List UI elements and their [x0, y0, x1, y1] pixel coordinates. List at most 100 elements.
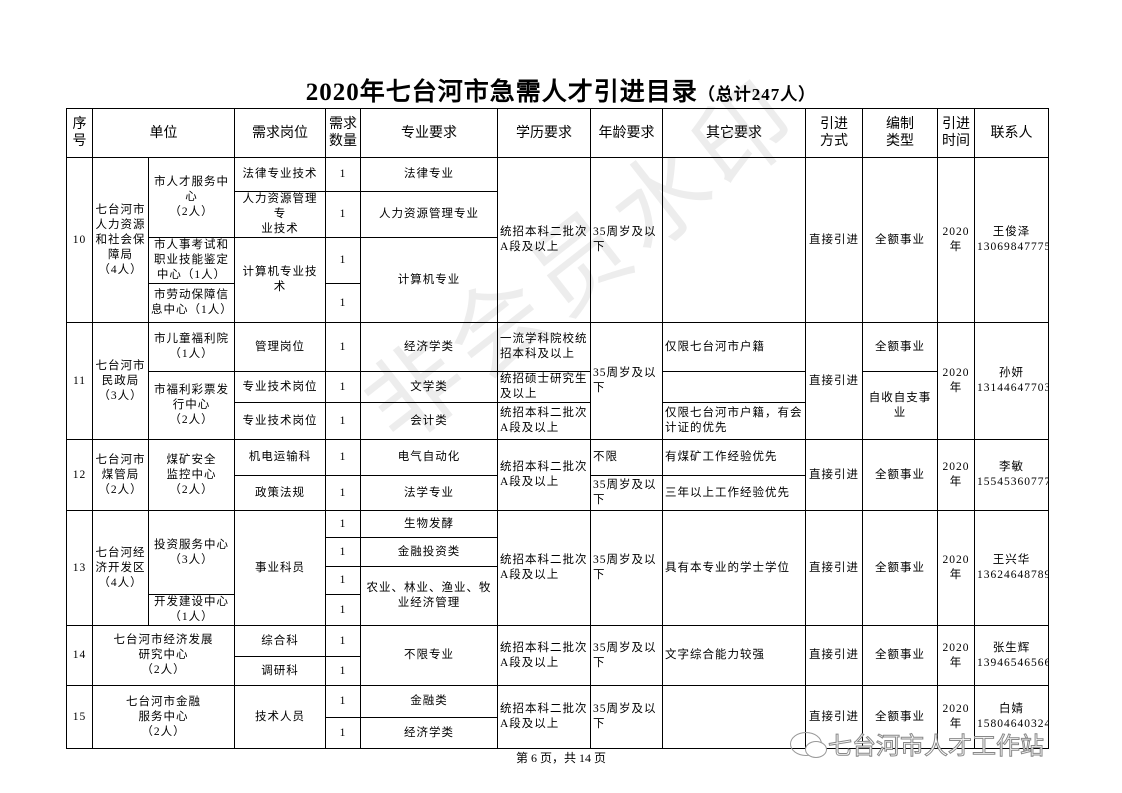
post: 政策法规: [234, 475, 326, 511]
talent-table: 序 号 单位 需求岗位 需求 数量 专业要求 学历要求 年龄要求 其它要求 引进…: [66, 108, 1049, 749]
header-cell: 编制 类型: [862, 108, 938, 158]
education: 统招本科二批次 A段及以上: [497, 625, 591, 686]
table-row: 1 农业、林业、渔业、牧 业经济管理: [67, 566, 1049, 626]
sub-unit: 开发建设中心 （1人）: [148, 594, 235, 626]
header-cell: 专业要求: [360, 108, 498, 158]
method: 直接引进: [805, 625, 863, 686]
age: 35周岁及以 下: [590, 510, 663, 626]
contact: 王兴华 13624648789: [974, 510, 1049, 626]
brand-text: 七台河市人才工作站: [828, 732, 1045, 761]
major: 经济学类: [360, 717, 498, 749]
contact: 李敏 15545360777: [974, 439, 1049, 511]
header-cell: 单位: [92, 108, 235, 158]
other: 有煤矿工作经验优先: [662, 439, 806, 476]
age: 不限: [590, 439, 663, 476]
quantity: 1: [325, 322, 361, 372]
table-row: 专业技术岗位 1 会计类 统招本科二批次 A段及以上 仅限七台河市户籍，有会 计…: [67, 402, 1049, 440]
education: 统招本科二批次 A段及以上: [497, 439, 591, 511]
row-number: 11: [66, 322, 93, 440]
post: 专业技术岗位: [234, 402, 326, 440]
quantity: 1: [325, 439, 361, 476]
major: 经济学类: [360, 322, 498, 372]
sub-unit: 市人事考试和 职业技能鉴定 中心（1人）: [148, 237, 235, 284]
unit: 七台河市 民政局 （3人）: [92, 322, 149, 440]
other: 仅限七台河市户籍，有会 计证的优先: [662, 402, 806, 440]
age: 35周岁及以 下: [590, 625, 663, 686]
table-row: 市劳动保障信 息中心（1人） 1: [67, 283, 1049, 323]
contact: 白婧 15804640324: [974, 685, 1049, 749]
post: 管理岗位: [234, 322, 326, 372]
table-row: 政策法规 1 法学专业 35周岁及以 下 三年以上工作经验优先: [67, 475, 1049, 511]
quantity: 1: [325, 685, 361, 718]
other: [662, 157, 806, 323]
education: 统招本科二批次 A段及以上: [497, 685, 591, 749]
major: 电气自动化: [360, 439, 498, 476]
quantity: 1: [325, 402, 361, 440]
header-row: 序 号 单位 需求岗位 需求 数量 专业要求 学历要求 年龄要求 其它要求 引进…: [66, 108, 1049, 158]
major: 文学类: [360, 371, 498, 403]
major: 金融类: [360, 685, 498, 718]
header-cell: 需求岗位: [234, 108, 326, 158]
sub-unit: 市劳动保障信 息中心（1人）: [148, 283, 235, 323]
method: 直接引进: [805, 157, 863, 323]
method: 直接引进: [805, 510, 863, 626]
quantity: 1: [325, 283, 361, 323]
quantity: 1: [325, 191, 361, 238]
quantity: 1: [325, 625, 361, 657]
unit: 七台河市金融 服务中心 （2人）: [92, 685, 235, 749]
quantity: 1: [325, 475, 361, 511]
quantity: 1: [325, 157, 361, 192]
title-total: （总计247人）: [697, 85, 817, 104]
age: 35周岁及以 下: [590, 475, 663, 511]
quantity: 1: [325, 594, 361, 626]
unit: 七台河市经济发展 研究中心 （2人）: [92, 625, 235, 686]
post: 计算机专业技术: [234, 237, 326, 323]
table-row: 市福利彩票发 行中心 （2人） 专业技术岗位 1 文学类 统招硕士研究生 及以上…: [67, 371, 1049, 440]
education: 统招本科二批次 A段及以上: [497, 157, 591, 323]
time: 2020 年: [937, 685, 975, 749]
table-row: 14 七台河市经济发展 研究中心 （2人） 综合科 1 不限专业 统招本科二批次…: [66, 625, 1049, 686]
other: 仅限七台河市户籍: [662, 322, 806, 372]
post: 调研科: [234, 656, 326, 686]
sub-unit: 市福利彩票发 行中心 （2人）: [148, 371, 235, 440]
time: 2020 年: [937, 510, 975, 626]
quantity: 1: [325, 566, 361, 595]
row-number: 14: [66, 625, 93, 686]
other: 三年以上工作经验优先: [662, 475, 806, 511]
unit: 七台河市 人力资源 和社会保 障局 （4人）: [92, 157, 149, 323]
row-number: 15: [66, 685, 93, 749]
contact: 王俊泽 13069847775: [974, 157, 1049, 323]
sub-unit: 市人才服务中 心 （2人）: [148, 157, 235, 238]
time: 2020 年: [937, 157, 975, 323]
header-cell: 需求 数量: [325, 108, 361, 158]
quantity: 1: [325, 237, 361, 284]
other: [662, 685, 806, 749]
sub-unit: 煤矿安全 监控中心 （2人）: [148, 439, 235, 511]
table-row: 13 七台河经 济开发区 （4人） 投资服务中心 （3人） 事业科员 1 生物发…: [66, 510, 1049, 626]
post: 事业科员: [234, 510, 326, 626]
type: 自收自支事 业: [862, 371, 938, 440]
header-cell: 学历要求: [497, 108, 591, 158]
other: 文字综合能力较强: [662, 625, 806, 686]
other: 具有本专业的学士学位: [662, 510, 806, 626]
major: 金融投资类: [360, 537, 498, 567]
table-row: 11 七台河市 民政局 （3人） 市儿童福利院 （1人） 管理岗位 1 经济学类…: [66, 322, 1049, 440]
time: 2020 年: [937, 322, 975, 440]
header-cell: 序 号: [66, 108, 93, 158]
post: 综合科: [234, 625, 326, 657]
type: 全额事业: [862, 510, 938, 626]
quantity: 1: [325, 537, 361, 567]
quantity: 1: [325, 717, 361, 749]
time: 2020 年: [937, 439, 975, 511]
method: 直接引进: [805, 322, 863, 440]
table-row: 12 七台河市 煤管局 （2人） 煤矿安全 监控中心 （2人） 机电运输科 1 …: [66, 439, 1049, 511]
education: 统招本科二批次 A段及以上: [497, 510, 591, 626]
quantity: 1: [325, 510, 361, 538]
major: 人力资源管理专业: [360, 191, 498, 238]
header-cell: 其它要求: [662, 108, 806, 158]
table-row: 10 七台河市 人力资源 和社会保 障局 （4人） 市人才服务中 心 （2人） …: [66, 157, 1049, 323]
sub-unit: 投资服务中心 （3人）: [148, 510, 235, 595]
other: [662, 371, 806, 403]
page-title: 2020年七台河市急需人才引进目录（总计247人）: [0, 72, 1122, 108]
brand-mark: 七台河市人才工作站: [790, 726, 1045, 761]
